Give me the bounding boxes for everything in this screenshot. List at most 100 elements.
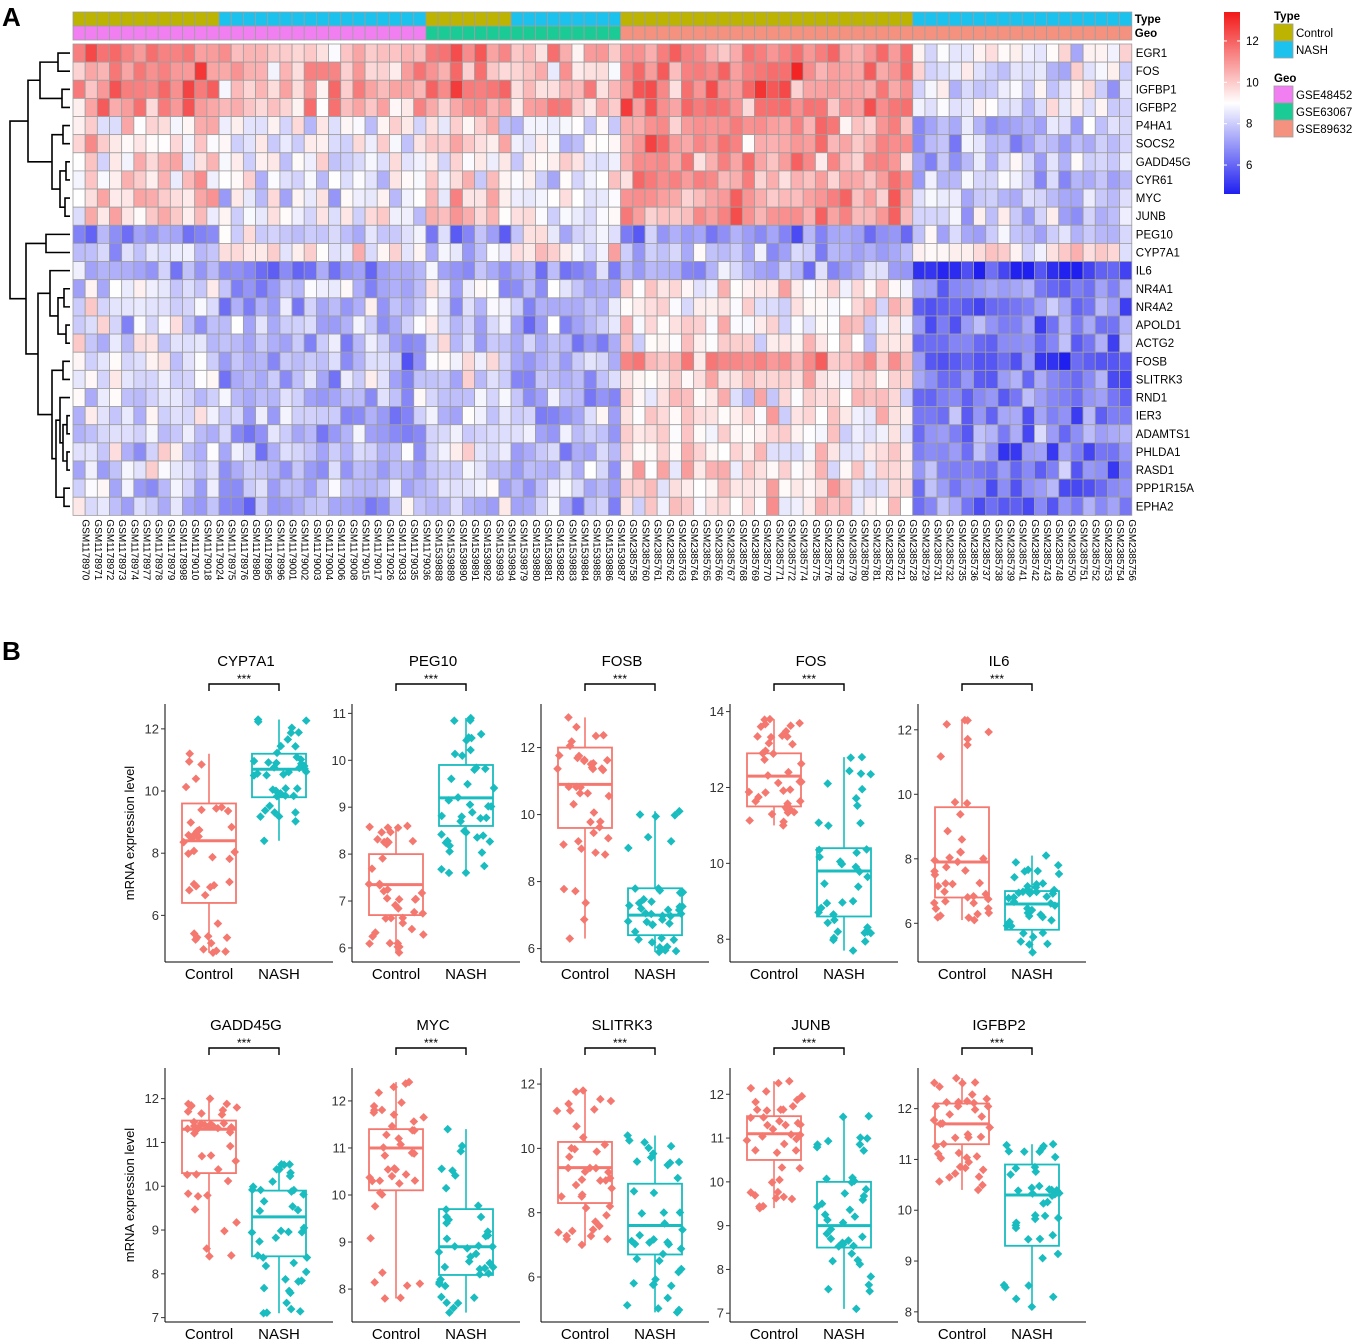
heatmap-cell: [900, 279, 914, 299]
heatmap-cell: [364, 496, 378, 516]
heatmap-cell: [145, 333, 159, 353]
heatmap-cell: [559, 206, 573, 226]
heatmap-cell: [242, 188, 256, 208]
heatmap-cell: [766, 388, 780, 408]
heatmap-cell: [291, 496, 305, 516]
heatmap-cell: [449, 188, 463, 208]
heatmap-cell: [644, 442, 658, 462]
heatmap-cell: [121, 97, 135, 117]
gene-label: PEG10: [1136, 229, 1173, 241]
heatmap-cell: [571, 351, 585, 371]
heatmap-cell: [169, 496, 183, 516]
data-point: [189, 846, 199, 856]
sample-label: GSM1178974: [128, 519, 139, 580]
heatmap-cell: [1009, 315, 1023, 335]
data-point: [835, 857, 845, 866]
heatmap-cell: [632, 43, 646, 63]
heatmap-cell: [924, 460, 938, 480]
heatmap-cell: [571, 333, 585, 353]
box-iqr: [557, 1141, 613, 1204]
data-point: [845, 1205, 855, 1215]
data-point: [383, 1165, 393, 1174]
heatmap-cell: [449, 496, 463, 516]
heatmap-cell: [340, 61, 354, 81]
heatmap-cell: [717, 279, 731, 299]
heatmap-cell: [510, 170, 524, 190]
type-annotation-cell: [169, 11, 183, 27]
heatmap-cell: [936, 152, 950, 172]
heatmap-cell: [1009, 152, 1023, 172]
heatmap-cell: [218, 261, 232, 281]
geo-annotation-cell: [182, 25, 196, 41]
geo-annotation-cell: [839, 25, 853, 41]
heatmap-cell: [948, 406, 962, 426]
heatmap-cell: [182, 297, 196, 317]
heatmap-cell: [875, 460, 889, 480]
heatmap-cell: [912, 279, 926, 299]
data-point: [1050, 1152, 1060, 1162]
heatmap-cell: [802, 279, 816, 299]
heatmap-cell: [328, 351, 342, 371]
heatmap-cell: [851, 478, 865, 498]
heatmap-cell: [255, 224, 269, 244]
heatmap-cell: [985, 224, 999, 244]
heatmap-cell: [839, 442, 853, 462]
heatmap-cell: [839, 170, 853, 190]
heatmap-cell: [121, 152, 135, 172]
heatmap-cell: [376, 478, 390, 498]
heatmap-cell: [157, 79, 171, 99]
heatmap-cell: [510, 188, 524, 208]
heatmap-cell: [242, 496, 256, 516]
heatmap-cell: [413, 315, 427, 335]
heatmap-cell: [1107, 460, 1121, 480]
heatmap-cell: [206, 206, 220, 226]
heatmap-cell: [230, 97, 244, 117]
heatmap-cell: [656, 243, 670, 262]
heatmap-cell: [401, 170, 415, 190]
significance-label: ***: [237, 1036, 251, 1050]
heatmap-cell: [559, 116, 573, 136]
heatmap-cell: [169, 61, 183, 81]
geo-annotation-cell: [912, 25, 926, 41]
heatmap-cell: [547, 442, 561, 462]
type-annotation-cell: [352, 11, 366, 27]
heatmap-cell: [279, 442, 293, 462]
heatmap-cell: [474, 388, 488, 408]
heatmap-cell: [1058, 333, 1072, 353]
heatmap-cell: [656, 188, 670, 208]
heatmap-cell: [754, 170, 768, 190]
heatmap-cell: [109, 460, 123, 480]
sample-label: GSM1178979: [165, 519, 176, 580]
y-tick-label: 10: [710, 856, 724, 871]
heatmap-cell: [814, 460, 828, 480]
heatmap-cell: [182, 496, 196, 516]
heatmap-cell: [352, 243, 366, 262]
heatmap-cell: [498, 424, 512, 444]
heatmap-cell: [352, 460, 366, 480]
heatmap-cell: [583, 224, 597, 244]
data-point: [1048, 1230, 1058, 1240]
heatmap-cell: [157, 424, 171, 444]
heatmap-cell: [595, 424, 609, 444]
heatmap-cell: [1082, 97, 1096, 117]
heatmap-cell: [754, 478, 768, 498]
y-tick-label: 11: [333, 1140, 347, 1155]
heatmap-cell: [729, 206, 743, 226]
heatmap-cell: [717, 61, 731, 81]
heatmap-cell: [242, 79, 256, 99]
heatmap-cell: [912, 442, 926, 462]
heatmap-cell: [936, 206, 950, 226]
heatmap-cell: [340, 351, 354, 371]
heatmap-cell: [936, 116, 950, 136]
heatmap-cell: [997, 315, 1011, 335]
data-point: [271, 1233, 281, 1243]
heatmap-cell: [717, 406, 731, 426]
heatmap-cell: [315, 460, 329, 480]
heatmap-cell: [547, 134, 561, 154]
data-point: [557, 1192, 566, 1201]
data-point: [851, 862, 861, 872]
data-point: [443, 1124, 453, 1134]
heatmap-cell: [632, 279, 646, 299]
heatmap-cell: [230, 442, 244, 462]
heatmap-cell: [279, 333, 293, 353]
